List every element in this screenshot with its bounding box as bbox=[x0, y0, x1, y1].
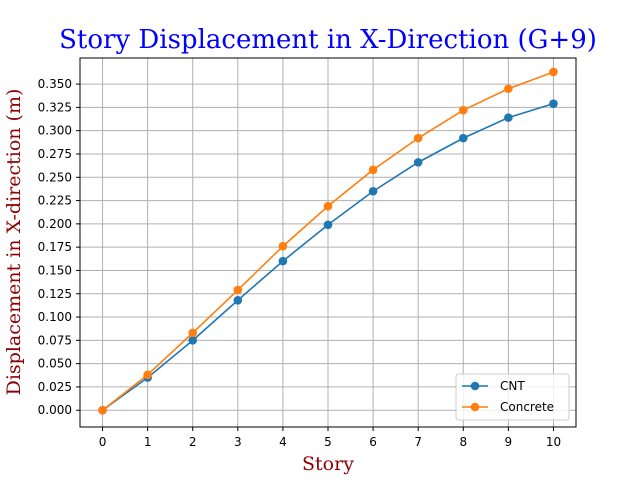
data-point bbox=[188, 328, 198, 338]
data-point bbox=[233, 295, 243, 305]
legend-label: Concrete bbox=[500, 400, 554, 414]
y-tick-label: 0.050 bbox=[38, 357, 72, 371]
data-point bbox=[458, 133, 468, 143]
x-tick-label: 7 bbox=[414, 435, 422, 449]
y-tick-label: 0.300 bbox=[38, 124, 72, 138]
x-tick-label: 6 bbox=[369, 435, 377, 449]
x-axis-label: Story bbox=[302, 453, 354, 475]
x-tick-label: 4 bbox=[279, 435, 287, 449]
y-tick-label: 0.100 bbox=[38, 310, 72, 324]
legend-swatch-marker bbox=[470, 402, 480, 412]
data-point bbox=[323, 201, 333, 211]
grid-lines bbox=[80, 58, 576, 427]
data-point bbox=[368, 165, 378, 175]
y-tick-label: 0.075 bbox=[38, 333, 72, 347]
y-tick-label: 0.125 bbox=[38, 287, 72, 301]
x-tick-label: 0 bbox=[99, 435, 107, 449]
data-point bbox=[458, 105, 468, 115]
x-tick-label: 10 bbox=[546, 435, 561, 449]
data-point bbox=[233, 285, 243, 295]
data-point bbox=[143, 370, 152, 380]
x-tick-label: 3 bbox=[234, 435, 242, 449]
x-tick-label: 9 bbox=[505, 435, 513, 449]
data-point bbox=[278, 241, 288, 251]
series-layer bbox=[98, 67, 558, 415]
y-tick-label: 0.000 bbox=[38, 403, 72, 417]
legend-swatch-marker bbox=[470, 381, 480, 391]
y-tick-label: 0.325 bbox=[38, 100, 72, 114]
y-tick-label: 0.250 bbox=[38, 170, 72, 184]
x-tick-label: 8 bbox=[459, 435, 467, 449]
y-tick-label: 0.350 bbox=[38, 77, 72, 91]
data-point bbox=[368, 186, 378, 196]
legend: CNT Concrete bbox=[455, 373, 570, 421]
data-point bbox=[323, 220, 333, 230]
y-axis-label: Displacement in X-direction (m) bbox=[3, 89, 25, 396]
data-point bbox=[98, 405, 107, 415]
y-tick-label: 0.175 bbox=[38, 240, 72, 254]
data-point bbox=[278, 256, 288, 266]
series-concrete bbox=[98, 67, 558, 415]
y-tick-label: 0.275 bbox=[38, 147, 72, 161]
x-tick-label: 2 bbox=[189, 435, 197, 449]
x-tick-label: 1 bbox=[144, 435, 152, 449]
data-point bbox=[413, 133, 423, 143]
data-point bbox=[549, 67, 558, 77]
chart-title: Story Displacement in X-Direction (G+9) bbox=[59, 25, 597, 55]
data-point bbox=[413, 158, 423, 167]
x-tick-label: 5 bbox=[324, 435, 332, 449]
data-point bbox=[549, 99, 558, 108]
legend-label: CNT bbox=[500, 379, 525, 393]
y-tick-label: 0.200 bbox=[38, 217, 72, 231]
data-point bbox=[188, 336, 198, 345]
data-point bbox=[504, 113, 513, 122]
y-axis-ticks: 0.000 0.025 0.050 0.075 0.100 0.125 0.150 0.175… bbox=[38, 77, 80, 417]
y-tick-label: 0.150 bbox=[38, 263, 72, 277]
x-axis-ticks: 0 1 2 3 4 5 6 7 8 9 10 bbox=[99, 427, 561, 449]
data-point bbox=[504, 84, 513, 94]
y-tick-label: 0.025 bbox=[38, 380, 72, 394]
y-tick-label: 0.225 bbox=[38, 194, 72, 208]
